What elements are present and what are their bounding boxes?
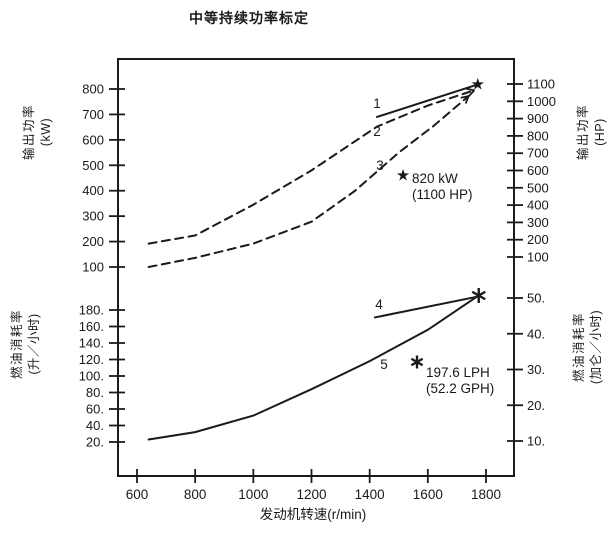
fuel-lph-tick-label: 60. [86, 402, 104, 417]
x-tick-label: 600 [126, 487, 149, 502]
power-hp-tick-label: 300 [527, 215, 549, 230]
annotation-text: 820 kW [412, 171, 458, 186]
power-hp-tick-label: 500 [527, 180, 549, 195]
fuel-lph-tick-label: 40. [86, 418, 104, 433]
power-hp-tick-label: 100 [527, 250, 549, 265]
arrowhead-curve-2 [468, 89, 476, 97]
annotation-text: 197.6 LPH [426, 365, 490, 380]
x-tick-label: 1000 [238, 487, 268, 502]
fuel-gph-tick-label: 40. [527, 326, 545, 341]
power-kw-tick-label: 200 [82, 234, 104, 249]
curve-3 [147, 95, 470, 268]
curve-label-2: 2 [373, 124, 381, 139]
curve-2 [147, 89, 476, 245]
asterisk-annotation-icon [410, 357, 424, 367]
power-kw-tick-label: 100 [82, 260, 104, 275]
curve-label-5: 5 [380, 357, 388, 372]
fuel-lph-tick-label: 180. [79, 303, 104, 318]
arrowhead-curve-3 [464, 95, 470, 104]
fuel-gph-tick-label: 30. [527, 362, 545, 377]
power-hp-tick-label: 700 [527, 146, 549, 161]
x-tick-label: 1600 [413, 487, 443, 502]
fuel-lph-tick-label: 140. [79, 336, 104, 351]
star-marker: ★ [471, 76, 485, 93]
curve-label-3: 3 [376, 158, 384, 173]
plot-frame [117, 58, 515, 477]
fuel-gph-tick-label: 10. [527, 434, 545, 449]
power-hp-tick-label: 1000 [527, 94, 556, 109]
curve-5 [147, 294, 480, 441]
curve-label-4: 4 [375, 297, 383, 312]
annotation-text: (52.2 GPH) [426, 381, 494, 396]
power-kw-tick-label: 800 [82, 82, 104, 97]
power-hp-tick-label: 400 [527, 198, 549, 213]
power-kw-tick-label: 300 [82, 209, 104, 224]
power-hp-tick-label: 1100 [527, 77, 555, 92]
power-kw-tick-label: 600 [82, 132, 104, 147]
arrowhead-curve-2 [466, 87, 475, 92]
power-hp-tick-label: 900 [527, 111, 549, 126]
fuel-gph-tick-label: 50. [527, 291, 545, 306]
curve-1 [375, 83, 479, 118]
annotation-text: (1100 HP) [412, 187, 473, 202]
fuel-lph-tick-label: 160. [79, 319, 104, 334]
power-kw-tick-label: 500 [82, 158, 104, 173]
power-kw-tick-label: 400 [82, 183, 104, 198]
curve-label-1: 1 [373, 96, 381, 111]
power-hp-tick-label: 800 [527, 128, 549, 143]
power-hp-tick-label: 600 [527, 163, 549, 178]
curve-4 [373, 295, 478, 319]
power-hp-tick-label: 200 [527, 232, 549, 247]
arrowhead-curve-3 [460, 95, 469, 99]
x-axis-title: 发动机转速(r/min) [259, 507, 367, 522]
x-tick-label: 1200 [296, 487, 326, 502]
asterisk-marker [471, 290, 486, 301]
power-kw-tick-label: 700 [82, 107, 104, 122]
fuel-lph-tick-label: 100. [79, 369, 104, 384]
fuel-lph-tick-label: 80. [86, 385, 104, 400]
x-tick-label: 800 [184, 487, 207, 502]
fuel-gph-tick-label: 20. [527, 398, 545, 413]
fuel-lph-tick-label: 20. [86, 435, 104, 450]
fuel-lph-tick-label: 120. [79, 352, 104, 367]
x-tick-label: 1800 [471, 487, 501, 502]
chart-title: 中等持续功率标定 [189, 10, 309, 26]
x-tick-label: 1400 [355, 487, 385, 502]
star-annotation-icon: ★ [396, 168, 410, 185]
